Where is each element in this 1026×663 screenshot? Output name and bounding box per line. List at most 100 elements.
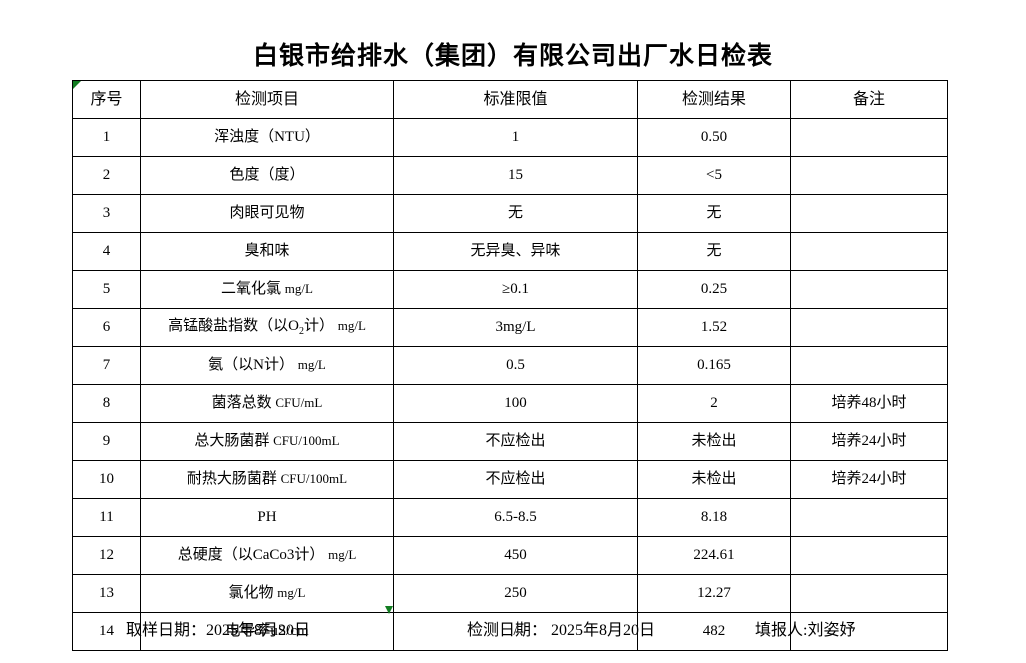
cell-index: 14 [72,612,141,651]
cell-test-result: 1.52 [637,308,791,347]
table-header-row: 序号 检测项目 标准限值 检测结果 备注 [72,80,948,119]
item-label-part: 氨（以N计） [208,357,294,374]
cell-remark [790,156,948,195]
cell-standard-limit: 不应检出 [393,422,638,461]
cell-test-result: 未检出 [637,460,791,499]
cell-standard-limit: 不应检出 [393,460,638,499]
item-unit: mg/L [277,585,306,601]
cell-test-item: PH [140,498,394,537]
item-unit: mg/L [297,357,326,373]
cell-test-result: 0.50 [637,118,791,157]
cell-remark [790,308,948,347]
item-label-part: 氯化物 [228,585,274,602]
cell-index: 11 [72,498,141,537]
cell-comment-marker-icon [385,606,393,614]
item-unit: mg/L [284,281,313,297]
cell-test-result: 无 [637,194,791,233]
cell-test-result: 无 [637,232,791,271]
item-unit: CFU/100mL [280,471,348,487]
footer: 取样日期：2025年8月20日 检测日期： 2025年8月20日 填报人:刘姿妤 [72,616,947,646]
cell-test-result: 224.61 [637,536,791,575]
table-row: 10 耐热大肠菌群 CFU/100mL 不应检出 未检出 培养24小时 [72,460,948,499]
cell-index: 12 [72,536,141,575]
cell-index: 6 [72,308,141,347]
cell-remark: 培养24小时 [790,422,948,461]
cell-comment-marker-icon [73,81,81,89]
cell-test-item: 菌落总数 CFU/mL [140,384,394,423]
table-row: 12 总硬度（以CaCo3计） mg/L 450 224.61 [72,536,948,575]
cell-standard-limit: 无 [393,194,638,233]
page-title: 白银市给排水（集团）有限公司出厂水日检表 [252,43,773,70]
cell-standard-limit: 无异臭、异味 [393,232,638,271]
item-label-part: 耐热大肠菌群 [186,471,277,488]
item-label-part: 高锰酸盐指数（以O [168,318,299,334]
cell-standard-limit: 15 [393,156,638,195]
table-row: 8 菌落总数 CFU/mL 100 2 培养48小时 [72,384,948,423]
cell-test-result: 0.165 [637,346,791,385]
column-header-limit: 标准限值 [393,80,638,119]
sample-date-label: 取样日期：2025年8月20日 [126,622,311,639]
cell-test-result: 8.18 [637,498,791,537]
cell-remark: 培养48小时 [790,384,948,423]
reporter-label: 填报人:刘姿妤 [755,622,856,639]
item-label-part: 总硬度（以CaCo3计） [177,547,325,564]
column-header-no: 序号 [72,80,141,119]
cell-test-item: 氨（以N计） mg/L [140,346,394,385]
cell-index: 1 [72,118,141,157]
cell-test-result: 0.25 [637,270,791,309]
cell-standard-limit: / [393,612,638,651]
cell-standard-limit: ≥0.1 [393,270,638,309]
table-row: 4 臭和味 无异臭、异味无 [72,232,948,271]
cell-test-item: 高锰酸盐指数（以O2计） mg/L [140,308,394,347]
cell-remark [790,232,948,271]
water-quality-table: 序号 检测项目 标准限值 检测结果 备注 1 浑浊度（NTU） 1 0.50 2 色度（度… [72,80,948,651]
table-row: 3 肉眼可见物无无 [72,194,948,233]
item-unit: mg/L [328,547,357,563]
cell-index: 13 [72,574,141,613]
item-subscript: 2 [298,326,304,337]
table-row: 2 色度（度） 15 <5 [72,156,948,195]
table-row: 7 氨（以N计） mg/L 0.5 0.165 [72,346,948,385]
cell-test-item: 总大肠菌群 CFU/100mL [140,422,394,461]
cell-index: 10 [72,460,141,499]
cell-index: 4 [72,232,141,271]
cell-standard-limit: 450 [393,536,638,575]
cell-remark [790,498,948,537]
cell-remark [790,194,948,233]
cell-test-item: 总硬度（以CaCo3计） mg/L [140,536,394,575]
cell-test-item: 臭和味 [140,232,394,271]
cell-test-result: <5 [637,156,791,195]
cell-test-item: 色度（度） [140,156,394,195]
cell-index: 8 [72,384,141,423]
table-body: 1 浑浊度（NTU） 1 0.50 2 色度（度） 15 <5 3 肉眼可见物无无 4 臭和味 无异臭、… [72,118,948,651]
cell-remark [790,118,948,157]
column-header-item: 检测项目 [140,80,394,119]
item-unit: mg/L [337,318,366,333]
item-label-part: 计） [303,318,334,334]
cell-index: 7 [72,346,141,385]
cell-test-item: 二氧化氯 mg/L [140,270,394,309]
table-row: 9 总大肠菌群 CFU/100mL 不应检出 未检出 培养24小时 [72,422,948,461]
cell-remark [790,612,948,651]
column-header-result: 检测结果 [637,80,791,119]
cell-test-item: 电导率uS/cm [140,612,394,651]
cell-standard-limit: 3mg/L [393,308,638,347]
cell-test-result: 2 [637,384,791,423]
table-row: 6 高锰酸盐指数（以O2计） mg/L 3mg/L 1.52 [72,308,948,347]
cell-test-result: 12.27 [637,574,791,613]
cell-remark [790,574,948,613]
item-unit: CFU/100mL [273,433,340,449]
cell-index: 2 [72,156,141,195]
item-label-part: 总大肠菌群 [194,433,270,450]
item-label-part: 二氧化氯 [221,281,282,298]
cell-index: 5 [72,270,141,309]
cell-standard-limit: 250 [393,574,638,613]
cell-index: 9 [72,422,141,461]
cell-standard-limit: 1 [393,118,638,157]
table-row: 13 氯化物 mg/L 250 12.27 [72,574,948,613]
item-label-part: 菌落总数 [211,395,272,412]
cell-standard-limit: 100 [393,384,638,423]
table-row: 14 电导率uS/cm/482 [72,612,948,651]
cell-remark [790,270,948,309]
